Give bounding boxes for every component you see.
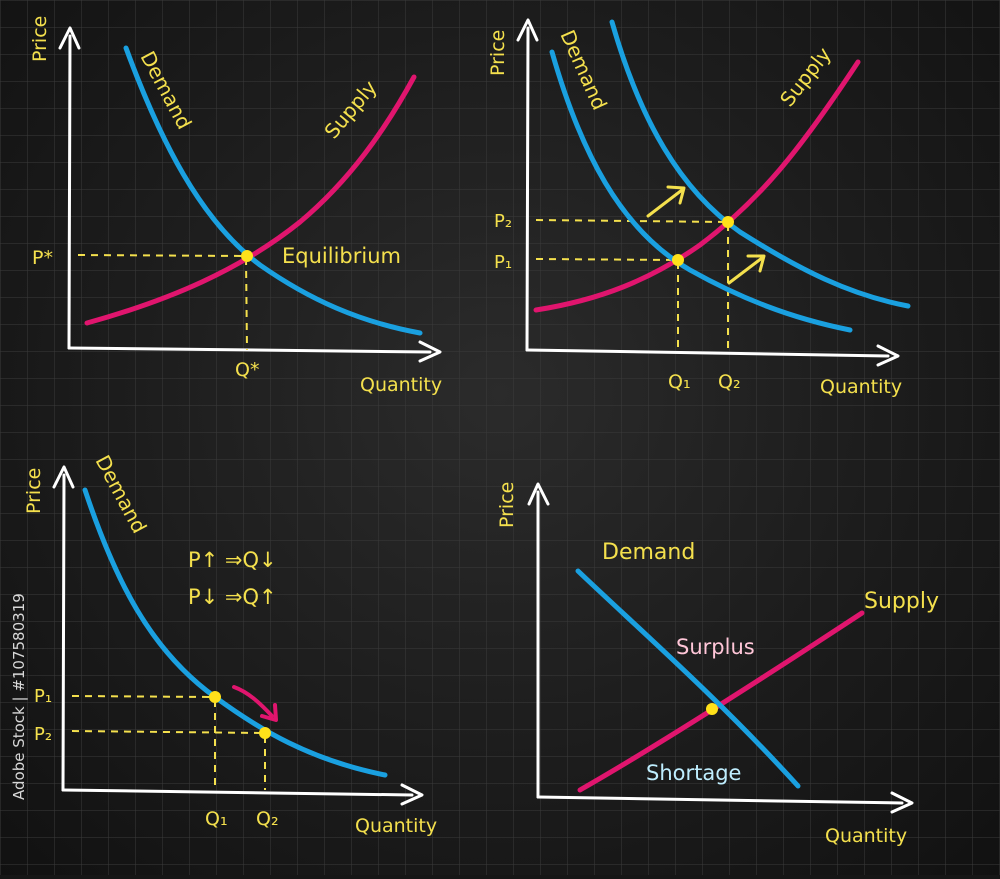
x-axis — [67, 346, 432, 354]
p1-guide — [535, 258, 678, 261]
equilibrium-point — [241, 250, 253, 262]
p-star-guide — [77, 254, 246, 257]
p-star-label: P* — [32, 247, 53, 269]
y-axis-label: Price — [487, 30, 509, 76]
rule-price-down: P↓ ⇒Q↑ — [188, 585, 277, 609]
y-axis — [525, 26, 530, 352]
shift-arrow-icon — [727, 256, 764, 285]
q-star-label: Q* — [235, 359, 259, 381]
supply-curve — [533, 59, 861, 313]
q2-label: Q₂ — [256, 808, 279, 830]
x-axis-label: Quantity — [355, 815, 437, 837]
p2-label: P₂ — [34, 724, 52, 745]
demand-curve — [123, 45, 423, 336]
y-axis-label: Price — [23, 468, 45, 514]
p1-guide — [71, 695, 215, 698]
shift-arrow-head-icon — [746, 254, 766, 273]
movement-arrow-head-icon — [260, 703, 278, 722]
p2-label: P₂ — [494, 211, 512, 232]
x-axis — [536, 795, 904, 805]
rule-price-up: P↑ ⇒Q↓ — [188, 548, 277, 572]
equilibrium-point — [706, 703, 718, 715]
x-axis-label: Quantity — [360, 374, 442, 396]
q2-label: Q₂ — [718, 371, 741, 393]
supply-curve — [84, 74, 417, 326]
x-axis-arrow-icon — [890, 791, 914, 814]
surplus-label: Surplus — [676, 635, 755, 659]
y-axis-arrow-icon — [516, 18, 539, 42]
x-axis-label: Quantity — [820, 376, 902, 398]
equilibrium-point-1 — [672, 254, 684, 266]
y-axis-arrow-icon — [527, 482, 550, 506]
x-axis-arrow-icon — [418, 340, 442, 363]
x-axis-arrow-icon — [400, 783, 424, 806]
q1-label: Q₁ — [668, 371, 691, 393]
demand-label: Demand — [602, 540, 695, 565]
movement-arrow-icon — [232, 685, 274, 718]
p1-label: P₁ — [494, 252, 512, 273]
stock-watermark: Adobe Stock | #107580319 — [10, 593, 28, 800]
point-2 — [259, 727, 271, 739]
x-axis — [61, 788, 414, 797]
equilibrium-label: Equilibrium — [282, 244, 401, 268]
supply-label: Supply — [864, 589, 939, 614]
equilibrium-point-2 — [722, 216, 734, 228]
q-star-guide — [245, 257, 248, 351]
x-axis — [525, 348, 890, 358]
panel-surplus-shortage: Price Quantity Demand Supply Surplus Sho… — [496, 482, 939, 847]
point-1 — [209, 691, 221, 703]
y-axis-label: Price — [496, 482, 518, 528]
shift-arrow-head-icon — [666, 185, 686, 205]
demand-curve-shifted — [609, 19, 911, 309]
y-axis-label: Price — [29, 16, 51, 62]
x-axis-arrow-icon — [876, 344, 900, 367]
q1-label: Q₁ — [205, 808, 228, 830]
y-axis-arrow-icon — [52, 465, 75, 489]
p1-label: P₁ — [34, 686, 52, 707]
demand-curve-original — [549, 49, 853, 333]
shortage-label: Shortage — [646, 761, 741, 785]
y-axis — [61, 473, 66, 792]
p2-guide — [71, 730, 265, 734]
y-axis-arrow-icon — [58, 26, 81, 50]
x-axis-label: Quantity — [825, 825, 907, 847]
y-axis — [67, 34, 72, 350]
shift-arrow-icon — [646, 188, 684, 218]
demand-curve — [575, 568, 801, 789]
